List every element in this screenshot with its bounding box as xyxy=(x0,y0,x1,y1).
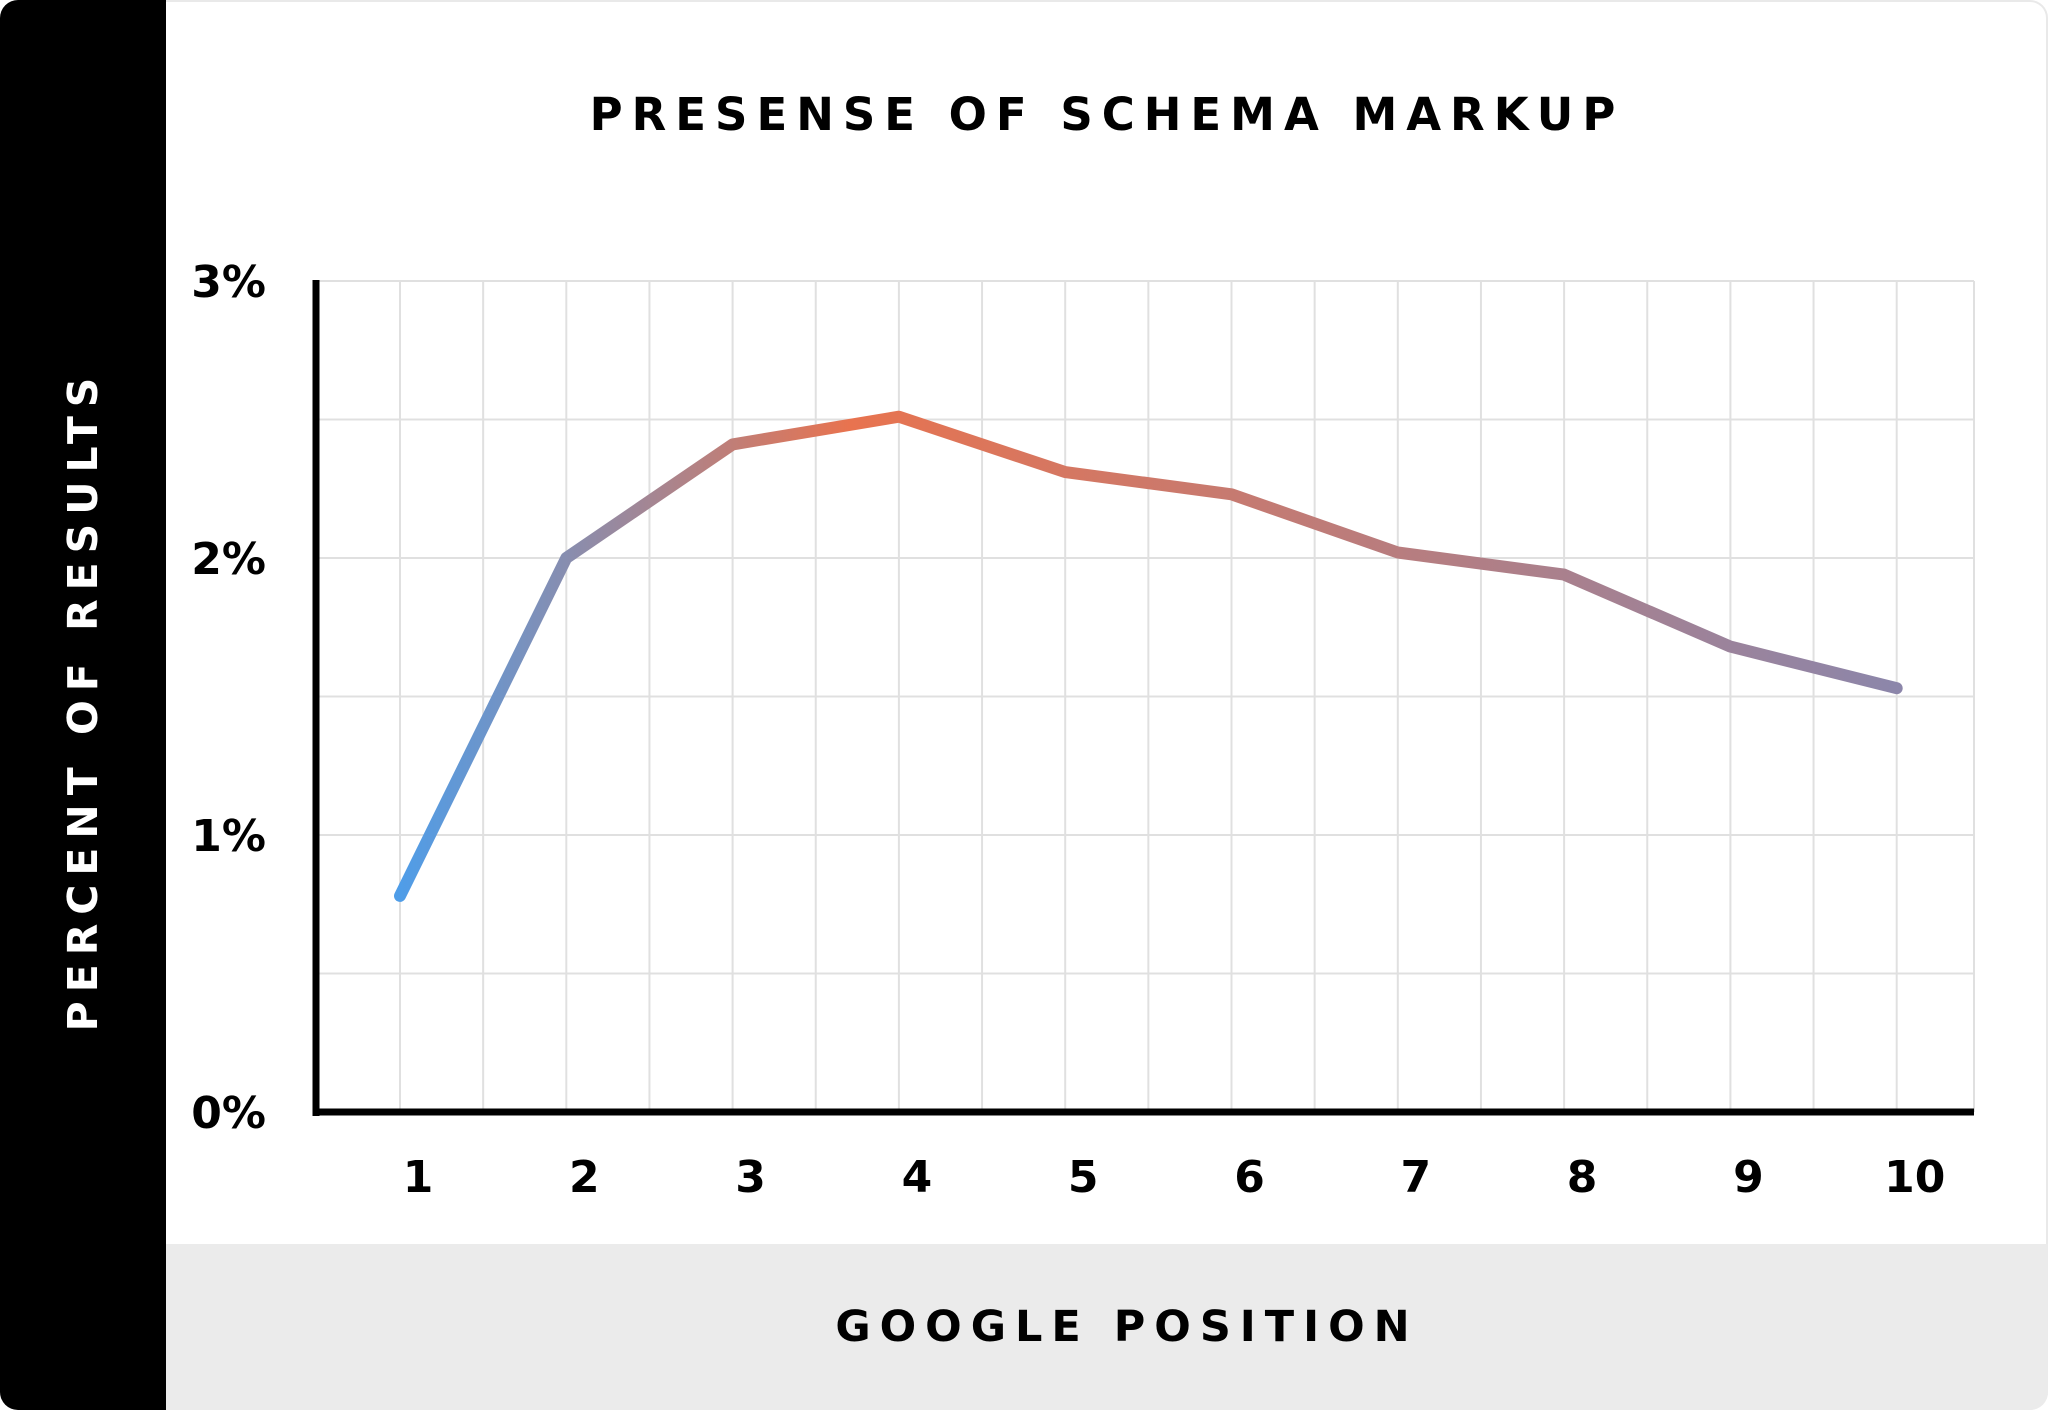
data-point xyxy=(1064,471,1066,473)
y-tick-labels: 0% 1% 2% 3% xyxy=(191,257,266,1139)
data-point xyxy=(565,557,567,559)
data-point xyxy=(1896,687,1898,689)
x-tick-label: 2 xyxy=(569,1152,600,1203)
x-tick-label: 9 xyxy=(1733,1152,1764,1203)
series-line-group xyxy=(394,410,1903,902)
grid-lines xyxy=(316,280,1975,1113)
x-axis-label-panel: GOOGLE POSITION xyxy=(166,1244,2048,1410)
y-tick-label: 0% xyxy=(191,1088,266,1139)
x-tick-label: 7 xyxy=(1400,1152,1431,1203)
data-point xyxy=(399,895,401,897)
x-tick-label: 6 xyxy=(1234,1152,1265,1203)
chart-title: PRESENSE OF SCHEMA MARKUP xyxy=(589,88,1625,141)
x-tick-label: 8 xyxy=(1567,1152,1598,1203)
y-tick-label: 2% xyxy=(191,534,266,585)
data-point xyxy=(1563,574,1565,576)
x-tick-label: 5 xyxy=(1068,1152,1099,1203)
y-tick-label: 3% xyxy=(191,257,266,308)
series-line xyxy=(394,410,1903,902)
axes xyxy=(312,280,1974,1116)
x-axis-label: GOOGLE POSITION xyxy=(835,1302,1419,1352)
data-point xyxy=(898,416,900,418)
y-axis-label-panel: PERCENT OF RESULTS xyxy=(0,0,166,1410)
x-tick-label: 1 xyxy=(403,1152,434,1203)
x-tick-label: 10 xyxy=(1884,1152,1945,1203)
data-point xyxy=(732,443,734,445)
data-point xyxy=(1231,493,1233,495)
data-point xyxy=(1397,551,1399,553)
x-tick-labels: 1 2 3 4 5 6 7 8 9 10 xyxy=(403,1152,1946,1203)
x-tick-label: 3 xyxy=(735,1152,766,1203)
x-tick-label: 4 xyxy=(902,1152,933,1203)
y-tick-label: 1% xyxy=(191,811,266,862)
data-point xyxy=(1729,646,1731,648)
